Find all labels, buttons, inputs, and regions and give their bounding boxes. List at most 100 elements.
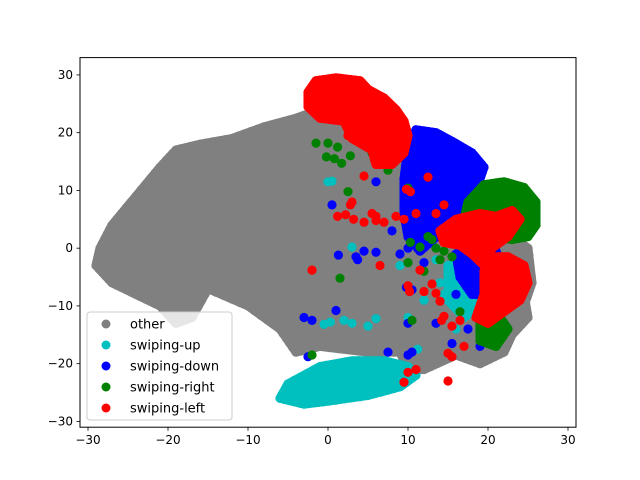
data-point-other <box>183 214 193 224</box>
data-point-other <box>182 249 193 259</box>
data-point-other <box>320 211 331 222</box>
data-point-other <box>289 221 299 231</box>
data-point-swiping-left <box>439 200 449 210</box>
data-point-other <box>238 283 248 293</box>
data-point-other <box>310 305 320 315</box>
data-point-other <box>377 236 387 247</box>
data-point-swiping-up <box>373 356 383 366</box>
data-point-swiping-down <box>327 200 337 210</box>
data-point-other <box>357 227 367 237</box>
data-point-other <box>290 132 300 142</box>
data-point-other <box>256 310 266 320</box>
data-point-swiping-right <box>510 190 520 200</box>
data-point-other <box>285 151 295 161</box>
data-point-swiping-left <box>505 284 515 294</box>
legend-marker-other <box>101 319 111 329</box>
data-point-other <box>188 159 198 169</box>
data-point-other <box>308 170 318 180</box>
data-point-swiping-up <box>328 388 338 398</box>
data-point-swiping-left <box>455 315 465 325</box>
data-point-other <box>344 345 354 355</box>
y-tick-label: 0 <box>65 241 73 255</box>
data-point-other <box>308 122 318 132</box>
data-point-other <box>256 171 266 181</box>
data-point-swiping-right <box>455 307 465 317</box>
data-point-other <box>371 229 382 239</box>
data-point-other <box>168 184 178 194</box>
data-point-other <box>167 260 177 270</box>
data-point-swiping-up <box>443 281 453 291</box>
data-point-other <box>269 319 279 329</box>
data-point-other <box>229 284 239 294</box>
data-point-swiping-up <box>443 267 453 277</box>
data-point-swiping-down <box>434 185 444 195</box>
x-tick-label: 20 <box>480 433 495 447</box>
legend: otherswiping-upswiping-downswiping-right… <box>86 311 233 421</box>
data-point-other <box>141 227 151 237</box>
data-point-other <box>206 223 216 233</box>
data-point-swiping-right <box>435 255 445 265</box>
data-point-other <box>365 282 375 292</box>
data-point-swiping-down <box>417 188 427 199</box>
data-point-other <box>239 253 249 263</box>
data-point-swiping-left <box>411 208 421 219</box>
data-point-swiping-left <box>479 227 489 237</box>
data-point-other <box>524 250 534 260</box>
data-point-other <box>135 211 145 221</box>
data-point-swiping-down <box>463 167 473 177</box>
data-point-other <box>251 135 261 145</box>
data-point-other <box>308 330 318 340</box>
data-point-swiping-left <box>436 228 446 238</box>
data-point-swiping-down <box>447 338 457 349</box>
data-point-other <box>204 162 214 172</box>
data-point-other <box>430 341 440 351</box>
data-point-other <box>395 340 406 350</box>
data-point-swiping-left <box>405 187 415 197</box>
data-point-other <box>166 230 176 241</box>
data-point-other <box>330 164 340 174</box>
data-point-other <box>181 206 191 216</box>
data-point-other <box>336 294 346 304</box>
data-point-other <box>317 167 327 177</box>
x-tick-label: −20 <box>155 433 180 447</box>
data-point-other <box>335 225 345 235</box>
data-point-other <box>309 158 319 168</box>
data-point-swiping-left <box>419 286 429 297</box>
data-point-other <box>262 262 273 272</box>
data-point-other <box>165 172 175 182</box>
data-point-swiping-up <box>366 356 376 366</box>
data-point-other <box>383 265 394 275</box>
data-point-other <box>223 276 233 286</box>
data-point-other <box>293 263 303 273</box>
data-point-swiping-right <box>403 258 413 268</box>
data-point-other <box>298 305 309 316</box>
data-point-other <box>178 276 188 286</box>
y-tick-label: −10 <box>48 299 73 313</box>
legend-marker-swiping-right <box>101 382 111 392</box>
data-point-other <box>210 230 220 240</box>
data-point-other <box>218 187 228 197</box>
data-point-other <box>198 202 208 212</box>
data-point-swiping-up <box>363 321 373 331</box>
data-point-other <box>395 347 405 357</box>
data-point-swiping-left <box>431 288 441 298</box>
data-point-swiping-left <box>479 271 489 281</box>
data-point-other <box>334 344 344 354</box>
data-point-other <box>275 324 285 334</box>
data-point-swiping-down <box>408 175 418 185</box>
data-point-other <box>191 217 201 227</box>
data-point-swiping-up <box>360 356 370 366</box>
data-point-other <box>137 220 147 230</box>
data-point-other <box>215 208 225 218</box>
data-point-swiping-left <box>443 376 453 386</box>
data-point-other <box>310 201 320 211</box>
data-point-other <box>367 187 377 197</box>
data-point-swiping-left <box>328 92 338 102</box>
data-point-swiping-left <box>415 265 425 275</box>
data-point-swiping-left <box>341 210 351 220</box>
data-point-other <box>202 145 212 155</box>
data-point-swiping-left <box>333 211 343 221</box>
data-point-other <box>325 279 335 289</box>
data-point-other <box>317 199 327 209</box>
data-point-swiping-up <box>345 383 355 393</box>
